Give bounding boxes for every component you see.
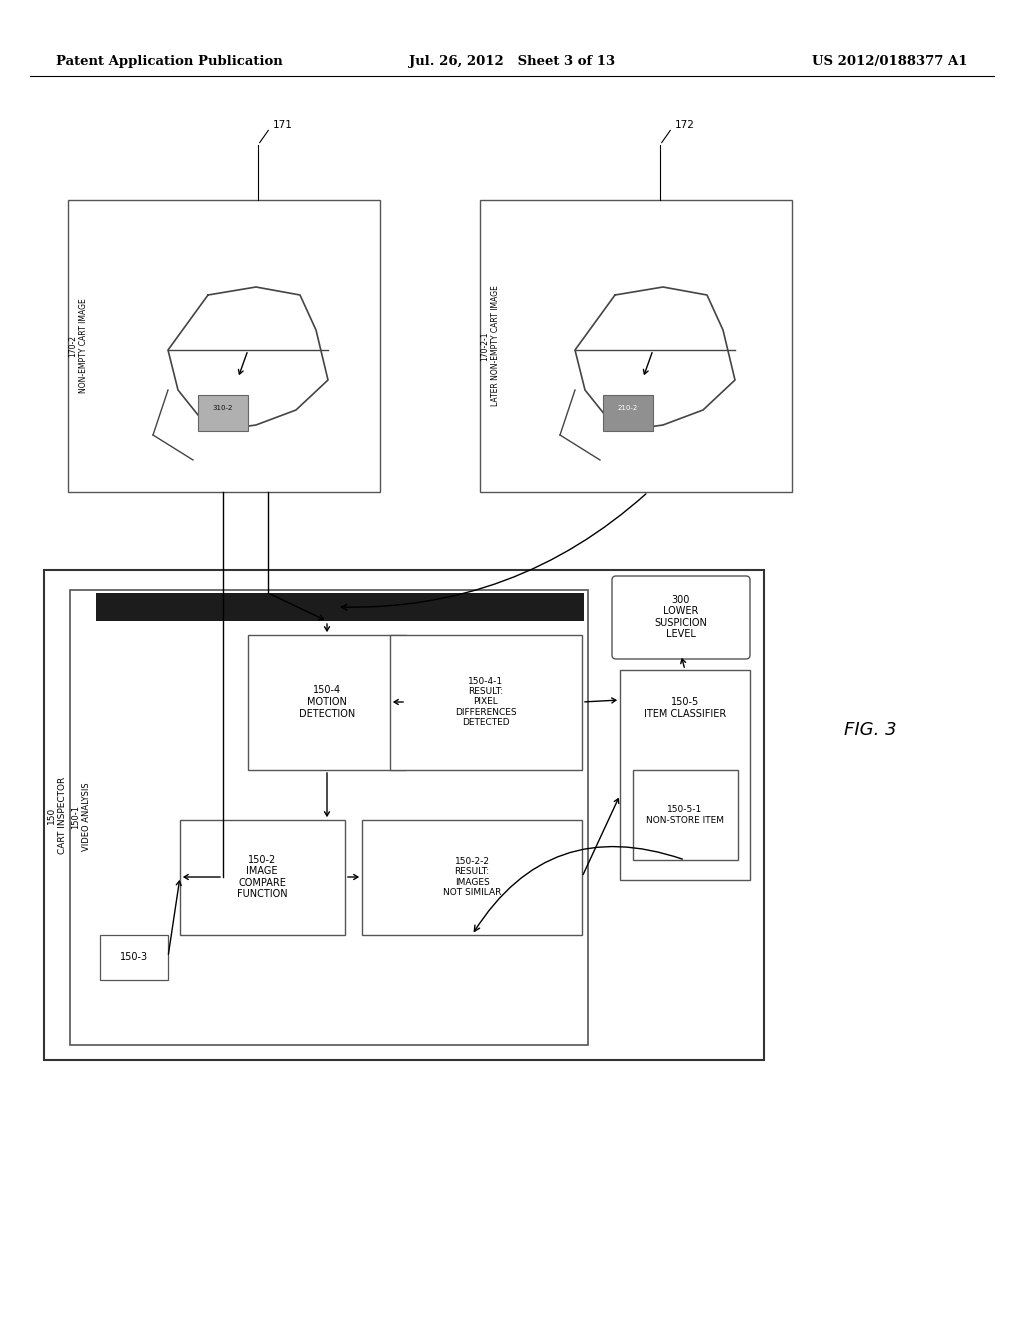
FancyBboxPatch shape — [620, 671, 750, 880]
FancyBboxPatch shape — [70, 590, 588, 1045]
FancyBboxPatch shape — [603, 395, 653, 432]
Text: 170-2
NON-EMPTY CART IMAGE: 170-2 NON-EMPTY CART IMAGE — [69, 298, 88, 393]
Text: 170-2-1
LATER NON-EMPTY CART IMAGE: 170-2-1 LATER NON-EMPTY CART IMAGE — [480, 285, 500, 407]
Text: 210-2: 210-2 — [617, 405, 638, 411]
FancyBboxPatch shape — [612, 576, 750, 659]
FancyBboxPatch shape — [248, 635, 406, 770]
Text: 150-3: 150-3 — [120, 952, 148, 962]
Text: 150-5-1
NON-STORE ITEM: 150-5-1 NON-STORE ITEM — [646, 805, 724, 825]
Text: 150-1
VIDEO ANALYSIS: 150-1 VIDEO ANALYSIS — [72, 783, 91, 851]
Text: 150-4
MOTION
DETECTION: 150-4 MOTION DETECTION — [299, 685, 355, 718]
Text: 172: 172 — [675, 120, 695, 129]
FancyBboxPatch shape — [390, 635, 582, 770]
Text: 310-2: 310-2 — [213, 405, 233, 411]
Text: US 2012/0188377 A1: US 2012/0188377 A1 — [812, 55, 968, 69]
Text: 171: 171 — [273, 120, 293, 129]
Text: Patent Application Publication: Patent Application Publication — [56, 55, 283, 69]
Text: 300
LOWER
SUSPICION
LEVEL: 300 LOWER SUSPICION LEVEL — [654, 594, 708, 639]
Text: Jul. 26, 2012   Sheet 3 of 13: Jul. 26, 2012 Sheet 3 of 13 — [409, 55, 615, 69]
FancyBboxPatch shape — [633, 770, 738, 861]
FancyBboxPatch shape — [362, 820, 582, 935]
FancyBboxPatch shape — [100, 935, 168, 979]
Text: 150-2
IMAGE
COMPARE
FUNCTION: 150-2 IMAGE COMPARE FUNCTION — [237, 854, 288, 899]
Text: FIG. 3: FIG. 3 — [844, 721, 896, 739]
Text: 150
CART INSPECTOR: 150 CART INSPECTOR — [47, 776, 67, 854]
FancyBboxPatch shape — [44, 570, 764, 1060]
FancyBboxPatch shape — [96, 593, 584, 620]
Text: 150-2-2
RESULT:
IMAGES
NOT SIMILAR: 150-2-2 RESULT: IMAGES NOT SIMILAR — [442, 857, 501, 898]
FancyBboxPatch shape — [480, 201, 792, 492]
FancyBboxPatch shape — [180, 820, 345, 935]
Text: 150-4-1
RESULT:
PIXEL
DIFFERENCES
DETECTED: 150-4-1 RESULT: PIXEL DIFFERENCES DETECT… — [456, 677, 517, 727]
FancyBboxPatch shape — [198, 395, 248, 432]
Text: 150-5
ITEM CLASSIFIER: 150-5 ITEM CLASSIFIER — [644, 697, 726, 719]
FancyBboxPatch shape — [68, 201, 380, 492]
